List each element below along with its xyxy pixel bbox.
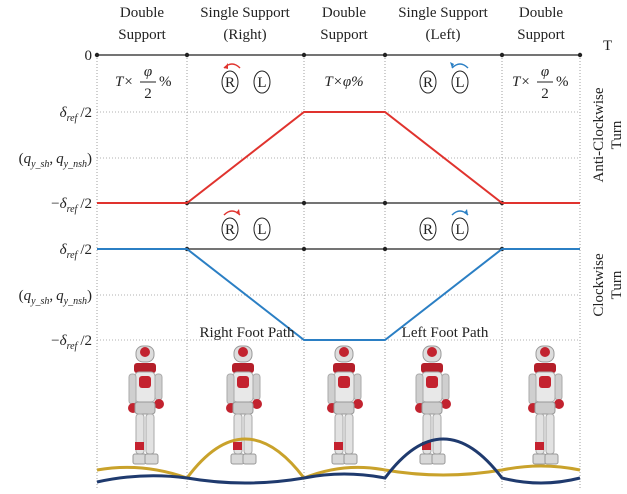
axis-end: T	[603, 38, 612, 54]
path-label: Left Foot Path	[402, 325, 489, 341]
suffix: /2	[80, 242, 92, 258]
numerator: φ	[144, 64, 152, 80]
duration-label: T× φ 2 %	[512, 64, 569, 102]
phase-header: Double	[322, 5, 367, 21]
subscript: ref	[67, 250, 79, 261]
subscript: ref	[67, 204, 79, 215]
foot-letter: L	[455, 222, 464, 238]
gait-diagram: Double Support Single Support (Right) Do…	[0, 0, 627, 494]
phase-header: Double	[120, 5, 165, 21]
foot-letter: L	[257, 222, 266, 238]
foot-letter: L	[257, 75, 266, 91]
row-label: (qy_sh,qy_nsh)	[19, 288, 92, 307]
suffix: /2	[80, 105, 92, 121]
anticlockwise-trajectory	[97, 112, 580, 203]
row-label: δref/2	[60, 105, 92, 124]
subscript: y_sh	[30, 159, 49, 170]
side-label: Anti-Clockwise	[591, 87, 607, 182]
phase-header: Support	[118, 27, 166, 43]
phase-header: Support	[517, 27, 565, 43]
prefix: −	[51, 333, 59, 349]
phase-header: Double	[519, 5, 564, 21]
sep: ,	[49, 151, 53, 167]
robot	[528, 346, 564, 464]
subscript: ref	[67, 341, 79, 352]
sep: ,	[49, 288, 53, 304]
phase-header: Support	[320, 27, 368, 43]
close: )	[87, 151, 92, 167]
row-label: −δref/2	[51, 196, 92, 215]
side-label: Turn	[609, 120, 625, 149]
subscript: y_nsh	[63, 159, 87, 170]
subscript: ref	[67, 113, 79, 124]
path-label: Right Foot Path	[199, 325, 295, 341]
subscript: y_sh	[30, 296, 49, 307]
row-label: (qy_sh,qy_nsh)	[19, 151, 92, 170]
row-label: −δref/2	[51, 333, 92, 352]
suffix: %	[159, 74, 172, 90]
close: )	[87, 288, 92, 304]
robot	[226, 346, 262, 464]
prefix: −	[51, 196, 59, 212]
side-label: Turn	[609, 270, 625, 299]
robot	[128, 346, 164, 464]
clockwise-trajectory	[97, 249, 580, 340]
denominator: 2	[144, 86, 152, 102]
side-label: Clockwise	[591, 253, 607, 317]
foot-letter: R	[225, 75, 235, 91]
suffix: /2	[80, 196, 92, 212]
robot	[327, 346, 363, 464]
foot-letter: R	[423, 75, 433, 91]
suffix: /2	[80, 333, 92, 349]
phase-header: Single Support	[398, 5, 488, 21]
phase-header: (Right)	[223, 27, 266, 43]
prefix: T×	[115, 74, 133, 90]
axis-origin: 0	[85, 48, 93, 64]
foot-letter: R	[423, 222, 433, 238]
foot-letter: R	[225, 222, 235, 238]
duration-label: T× φ 2 %	[115, 64, 172, 102]
phase-header: (Left)	[426, 27, 461, 43]
phase-header: Single Support	[200, 5, 290, 21]
subscript: y_nsh	[63, 296, 87, 307]
denominator: 2	[541, 86, 549, 102]
numerator: φ	[541, 64, 549, 80]
duration-label: T×φ%	[324, 74, 363, 90]
prefix: T×	[512, 74, 530, 90]
suffix: %	[556, 74, 569, 90]
row-label: δref/2	[60, 242, 92, 261]
foot-letter: L	[455, 75, 464, 91]
